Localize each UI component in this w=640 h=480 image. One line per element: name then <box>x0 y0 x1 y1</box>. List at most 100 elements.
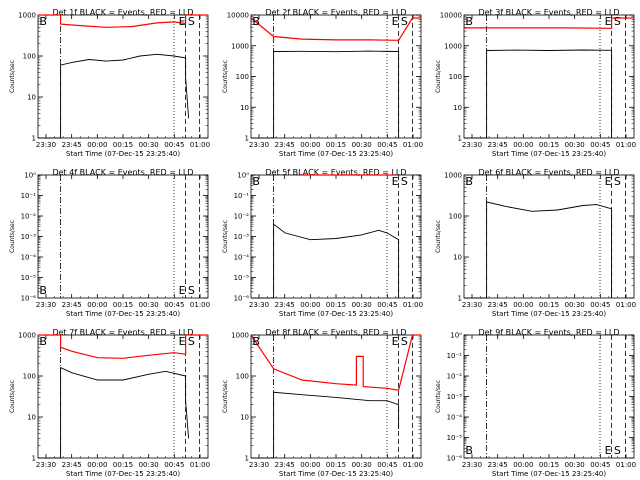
x-axis-label: Start Time (07-Dec-15 23:25:40) <box>66 150 180 158</box>
plot-frame <box>37 14 209 139</box>
marker-b: B <box>39 284 47 297</box>
y-tick-label: 100 <box>236 73 249 81</box>
y-tick-label: 100 <box>449 213 462 221</box>
marker-s: S <box>614 175 621 188</box>
plot-frame <box>250 174 422 299</box>
y-tick-label: 10⁻⁶ <box>447 455 463 463</box>
marker-s: S <box>401 335 408 348</box>
event-rate-line <box>38 53 190 139</box>
panel-title: Det 5f BLACK = Events, RED = LLD <box>265 168 406 177</box>
x-tick-label: 00:45 <box>590 461 610 469</box>
y-tick-label: 10 <box>240 414 249 422</box>
x-tick-label: 00:15 <box>113 461 133 469</box>
x-axis-label: Start Time (07-Dec-15 23:25:40) <box>492 150 606 158</box>
lld-rate-line <box>250 17 421 41</box>
marker-s: S <box>401 15 408 28</box>
panel-title: Det 1f BLACK = Events, RED = LLD <box>52 8 193 17</box>
marker-s: S <box>614 444 621 457</box>
marker-e: E <box>392 175 399 188</box>
x-tick-label: 23:30 <box>462 301 482 309</box>
x-tick-label: 00:30 <box>139 461 159 469</box>
x-axis-label: Start Time (07-Dec-15 23:25:40) <box>492 470 606 478</box>
event-rate-line <box>464 201 613 299</box>
x-tick-label: 00:45 <box>164 461 184 469</box>
marker-b: B <box>39 15 47 28</box>
x-axis-label: Start Time (07-Dec-15 23:25:40) <box>279 310 393 318</box>
x-tick-label: 01:00 <box>616 141 636 149</box>
x-tick-label: 00:45 <box>590 141 610 149</box>
panel-det-1: Det 1f BLACK = Events, RED = LLD 1 10 100 10… <box>9 8 210 158</box>
x-tick-label: 00:15 <box>113 141 133 149</box>
event-rate-line <box>38 366 190 459</box>
x-tick-label: 00:15 <box>539 301 559 309</box>
x-tick-label: 00:00 <box>513 141 533 149</box>
marker-s: S <box>614 15 621 28</box>
x-tick-label: 23:30 <box>462 461 482 469</box>
x-tick-label: 00:30 <box>352 301 372 309</box>
marker-b: B <box>252 175 260 188</box>
lld-rate-line <box>38 14 208 28</box>
x-tick-label: 01:00 <box>616 461 636 469</box>
y-tick-label: 1 <box>458 295 462 303</box>
panel-det-3: Det 3f BLACK = Events, RED = LLD 1 10 100 10… <box>435 8 636 158</box>
marker-e: E <box>605 444 612 457</box>
x-tick-label: 01:00 <box>190 301 210 309</box>
panel-det-4: Det 4f BLACK = Events, RED = LLD 10⁻⁶ 10⁻⁵… <box>9 168 210 318</box>
x-tick-label: 00:45 <box>377 141 397 149</box>
panel-title: Det 7f BLACK = Events, RED = LLD <box>52 328 193 337</box>
y-tick-label: 10⁻⁵ <box>21 274 37 282</box>
x-tick-label: 00:30 <box>565 461 585 469</box>
x-tick-label: 00:30 <box>565 301 585 309</box>
y-tick-label: 10⁻² <box>447 373 463 381</box>
y-tick-label: 10⁰ <box>237 172 249 180</box>
panel-det-9: Det 9f BLACK = Events, RED = LLD 10⁻⁶ 10⁻⁵… <box>435 328 636 478</box>
x-tick-label: 23:30 <box>36 461 56 469</box>
marker-e: E <box>605 15 612 28</box>
y-tick-label: 100 <box>23 373 36 381</box>
x-tick-label: 23:30 <box>249 461 269 469</box>
x-tick-label: 23:30 <box>249 301 269 309</box>
y-tick-label: 10⁻⁵ <box>447 434 463 442</box>
y-tick-label: 1 <box>32 455 36 463</box>
y-axis-label: Counts/sec <box>435 220 442 253</box>
y-tick-label: 10⁻⁴ <box>447 414 463 422</box>
x-tick-label: 23:30 <box>462 141 482 149</box>
y-tick-label: 10⁻⁶ <box>21 295 37 303</box>
x-axis-label: Start Time (07-Dec-15 23:25:40) <box>492 310 606 318</box>
x-axis-label: Start Time (07-Dec-15 23:25:40) <box>66 470 180 478</box>
x-tick-label: 00:00 <box>300 141 320 149</box>
x-tick-label: 01:00 <box>616 301 636 309</box>
panel-title: Det 6f BLACK = Events, RED = LLD <box>478 168 619 177</box>
y-tick-label: 1 <box>458 135 462 143</box>
y-tick-label: 1 <box>245 455 249 463</box>
panel-title: Det 9f BLACK = Events, RED = LLD <box>478 328 619 337</box>
x-tick-label: 00:45 <box>377 301 397 309</box>
plot-frame <box>250 334 422 459</box>
x-tick-label: 00:00 <box>513 461 533 469</box>
marker-b: B <box>465 175 473 188</box>
panel-det-8: Det 8f BLACK = Events, RED = LLD 1 10 100 10… <box>222 328 423 478</box>
x-tick-label: 00:15 <box>539 141 559 149</box>
y-tick-label: 1 <box>245 135 249 143</box>
x-tick-label: 01:00 <box>190 461 210 469</box>
plot-frame <box>250 14 422 139</box>
marker-b: B <box>252 335 260 348</box>
marker-b: B <box>252 15 260 28</box>
x-tick-label: 23:45 <box>275 141 295 149</box>
y-tick-label: 100 <box>23 53 36 61</box>
x-tick-label: 01:00 <box>403 301 423 309</box>
panel-det-5: Det 5f BLACK = Events, RED = LLD 10⁻⁶ 10⁻⁵… <box>222 168 423 318</box>
x-tick-label: 00:30 <box>352 461 372 469</box>
y-axis-label: Counts/sec <box>9 60 16 93</box>
marker-b: B <box>465 444 473 457</box>
y-tick-label: 1000 <box>444 42 462 50</box>
event-rate-line <box>464 49 613 139</box>
y-axis-label: Counts/sec <box>222 380 229 413</box>
x-tick-label: 01:00 <box>190 141 210 149</box>
x-axis-label: Start Time (07-Dec-15 23:25:40) <box>279 150 393 158</box>
lld-rate-line <box>38 334 208 359</box>
plot-frame <box>37 174 209 299</box>
x-tick-label: 23:45 <box>275 461 295 469</box>
lld-rate-line <box>250 334 421 391</box>
x-tick-label: 23:45 <box>62 301 82 309</box>
